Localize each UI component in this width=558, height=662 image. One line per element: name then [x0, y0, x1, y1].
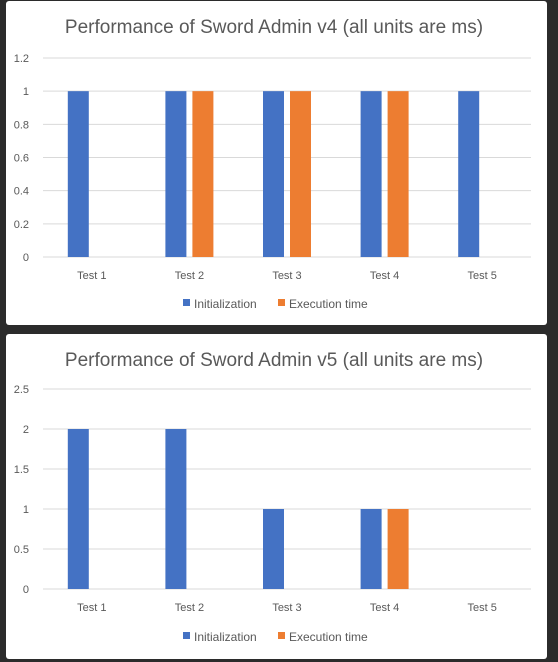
legend-label-initialization: Initialization [194, 630, 257, 644]
legend-label-execution-time: Execution time [289, 297, 368, 311]
legend-label-initialization: Initialization [194, 297, 257, 311]
x-tick-label: Test 2 [175, 270, 204, 282]
bar-initialization-test-2 [165, 91, 187, 258]
bar-execution-time-test-4 [387, 91, 409, 258]
legend-swatch-initialization [183, 632, 190, 639]
bar-execution-time-test-3 [290, 91, 311, 258]
bar-initialization-test-3 [263, 91, 284, 258]
x-tick-label: Test 5 [468, 270, 497, 282]
x-tick-label: Test 1 [77, 270, 106, 282]
y-tick-label: 1.5 [14, 464, 29, 476]
y-tick-label: 1 [23, 86, 29, 98]
chart-panel-v4: Performance of Sword Admin v4 (all units… [6, 1, 547, 325]
y-tick-label: 0.2 [14, 219, 29, 231]
bar-initialization-test-1 [67, 429, 89, 589]
y-tick-label: 0.6 [14, 153, 29, 165]
legend-swatch-execution-time [278, 632, 285, 639]
bar-execution-time-test-2 [192, 91, 214, 258]
x-tick-label: Test 4 [370, 602, 399, 614]
legend-swatch-initialization [183, 299, 190, 306]
y-tick-label: 0 [23, 584, 29, 596]
bar-initialization-test-2 [165, 429, 187, 589]
legend-label-execution-time: Execution time [289, 630, 368, 644]
x-tick-label: Test 4 [370, 270, 399, 282]
legend-swatch-execution-time [278, 299, 285, 306]
y-tick-label: 1.2 [14, 53, 29, 65]
bar-execution-time-test-4 [387, 509, 409, 589]
bar-chart-v4: Performance of Sword Admin v4 (all units… [14, 17, 531, 311]
x-tick-label: Test 5 [468, 602, 497, 614]
y-tick-label: 2.5 [14, 384, 29, 396]
y-tick-label: 0.4 [14, 186, 29, 198]
y-tick-label: 0.5 [14, 544, 29, 556]
y-tick-label: 0.8 [14, 119, 29, 131]
bar-initialization-test-4 [360, 509, 382, 589]
bar-initialization-test-5 [458, 91, 480, 258]
bar-initialization-test-4 [360, 91, 382, 258]
chart-legend: Initialization Execution time [183, 297, 368, 311]
chart-legend: Initialization Execution time [183, 630, 368, 644]
x-tick-label: Test 1 [77, 602, 106, 614]
y-tick-label: 0 [23, 252, 29, 264]
chart-title: Performance of Sword Admin v4 (all units… [65, 17, 483, 38]
bar-chart-v5: Performance of Sword Admin v5 (all units… [14, 350, 531, 644]
x-tick-label: Test 2 [175, 602, 204, 614]
chart-panel-v5: Performance of Sword Admin v5 (all units… [6, 334, 547, 659]
y-tick-label: 2 [23, 424, 29, 436]
bar-initialization-test-3 [263, 509, 284, 589]
x-tick-label: Test 3 [272, 270, 301, 282]
chart-title: Performance of Sword Admin v5 (all units… [65, 350, 483, 371]
y-tick-label: 1 [23, 504, 29, 516]
bar-initialization-test-1 [67, 91, 89, 258]
x-tick-label: Test 3 [272, 602, 301, 614]
